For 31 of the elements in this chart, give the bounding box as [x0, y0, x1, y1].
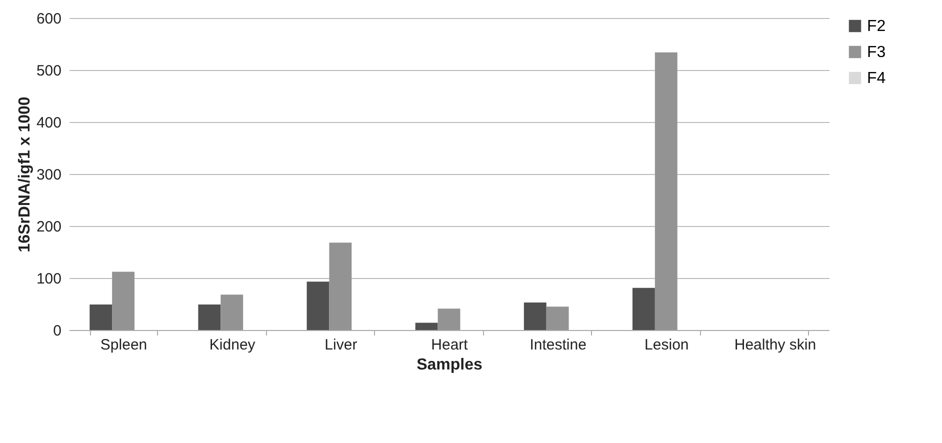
x-tick-label: Healthy skin — [734, 336, 816, 354]
bar — [329, 242, 352, 330]
x-tick-label: Heart — [431, 336, 469, 354]
y-tick-label: 200 — [36, 218, 62, 236]
y-tick-label: 400 — [36, 114, 62, 132]
bar — [306, 282, 330, 330]
x-tick-label: Liver — [324, 336, 358, 354]
bar — [546, 306, 569, 330]
bar — [524, 302, 546, 330]
bar — [90, 304, 112, 330]
x-tick-label: Intestine — [530, 336, 586, 354]
y-tick-label: 100 — [36, 270, 62, 288]
bar — [198, 304, 221, 330]
bar — [632, 288, 655, 330]
bar — [112, 272, 135, 330]
legend-label: F3 — [867, 44, 886, 61]
bar — [654, 52, 678, 330]
x-axis-title: Samples — [416, 356, 483, 374]
bar — [415, 322, 438, 330]
y-tick-label: 300 — [36, 166, 62, 184]
y-tick-label: 500 — [36, 62, 62, 80]
bar — [438, 308, 460, 330]
bar — [220, 294, 244, 330]
x-tick-label: Kidney — [209, 336, 256, 354]
legend-label: F2 — [867, 18, 886, 35]
x-tick-label: Spleen — [100, 336, 148, 354]
legend-label: F4 — [867, 70, 886, 87]
x-tick-label: Lesion — [644, 336, 689, 354]
y-tick-label: 0 — [53, 322, 62, 340]
y-tick-label: 600 — [36, 10, 62, 28]
y-axis-title: 16SrDNA/igf1 x 1000 — [16, 96, 34, 252]
